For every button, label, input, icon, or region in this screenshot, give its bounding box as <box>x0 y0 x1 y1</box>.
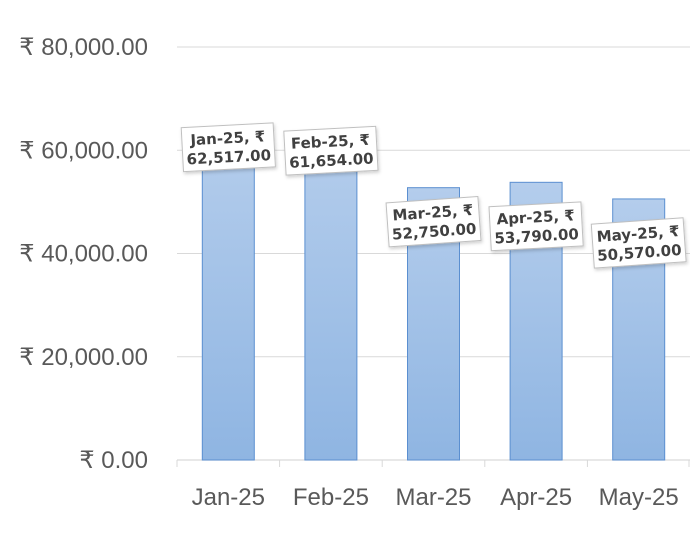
y-tick-label: ₹ 40,000.00 <box>19 241 148 268</box>
data-label-box <box>488 201 584 252</box>
data-label-box <box>385 195 482 248</box>
data-label-line1: Apr-25, ₹ <box>496 206 575 228</box>
data-label-line1: Mar-25, ₹ <box>392 201 474 225</box>
bar-jan-25 <box>201 136 255 461</box>
data-label-mar-25: Mar-25, ₹52,750.00 <box>385 195 482 248</box>
x-tick-label: Apr-25 <box>500 484 572 511</box>
data-label-line1: Jan-25, ₹ <box>189 127 266 149</box>
data-label-line2: 53,790.00 <box>494 225 579 247</box>
data-label-may-25: May-25, ₹50,570.00 <box>590 217 687 269</box>
x-axis-tick-labels: Jan-25 Feb-25 Mar-25 Apr-25 May-25 <box>192 484 679 511</box>
data-label-line1: Feb-25, ₹ <box>291 131 371 153</box>
data-label-feb-25: Feb-25, ₹61,654.00 <box>283 125 379 176</box>
bar-feb-25 <box>304 141 358 461</box>
x-tick-label: Feb-25 <box>293 484 369 511</box>
data-label-line2: 61,654.00 <box>289 149 374 171</box>
y-tick-label: ₹ 60,000.00 <box>19 137 148 164</box>
y-axis-tick-labels: ₹ 0.00 ₹ 20,000.00 ₹ 40,000.00 ₹ 60,000.00 ₹… <box>19 34 148 474</box>
data-label-line1: May-25, ₹ <box>596 222 680 246</box>
x-tick-label: Mar-25 <box>395 484 471 511</box>
x-tick-label: May-25 <box>599 484 679 511</box>
data-label-apr-25: Apr-25, ₹53,790.00 <box>488 201 584 252</box>
data-label-box <box>180 122 276 173</box>
data-label-box <box>283 125 379 176</box>
x-axis <box>176 459 690 467</box>
x-tick-label: Jan-25 <box>192 484 265 511</box>
data-label-jan-25: Jan-25, ₹62,517.00 <box>180 122 276 173</box>
y-tick-label: ₹ 20,000.00 <box>19 344 148 371</box>
y-tick-label: ₹ 80,000.00 <box>19 34 148 61</box>
bars <box>201 136 666 461</box>
data-label-line2: 52,750.00 <box>391 220 477 244</box>
data-label-box <box>590 217 687 269</box>
y-tick-label: ₹ 0.00 <box>79 447 148 474</box>
data-label-line2: 62,517.00 <box>186 146 271 168</box>
data-label-line2: 50,570.00 <box>597 241 683 265</box>
